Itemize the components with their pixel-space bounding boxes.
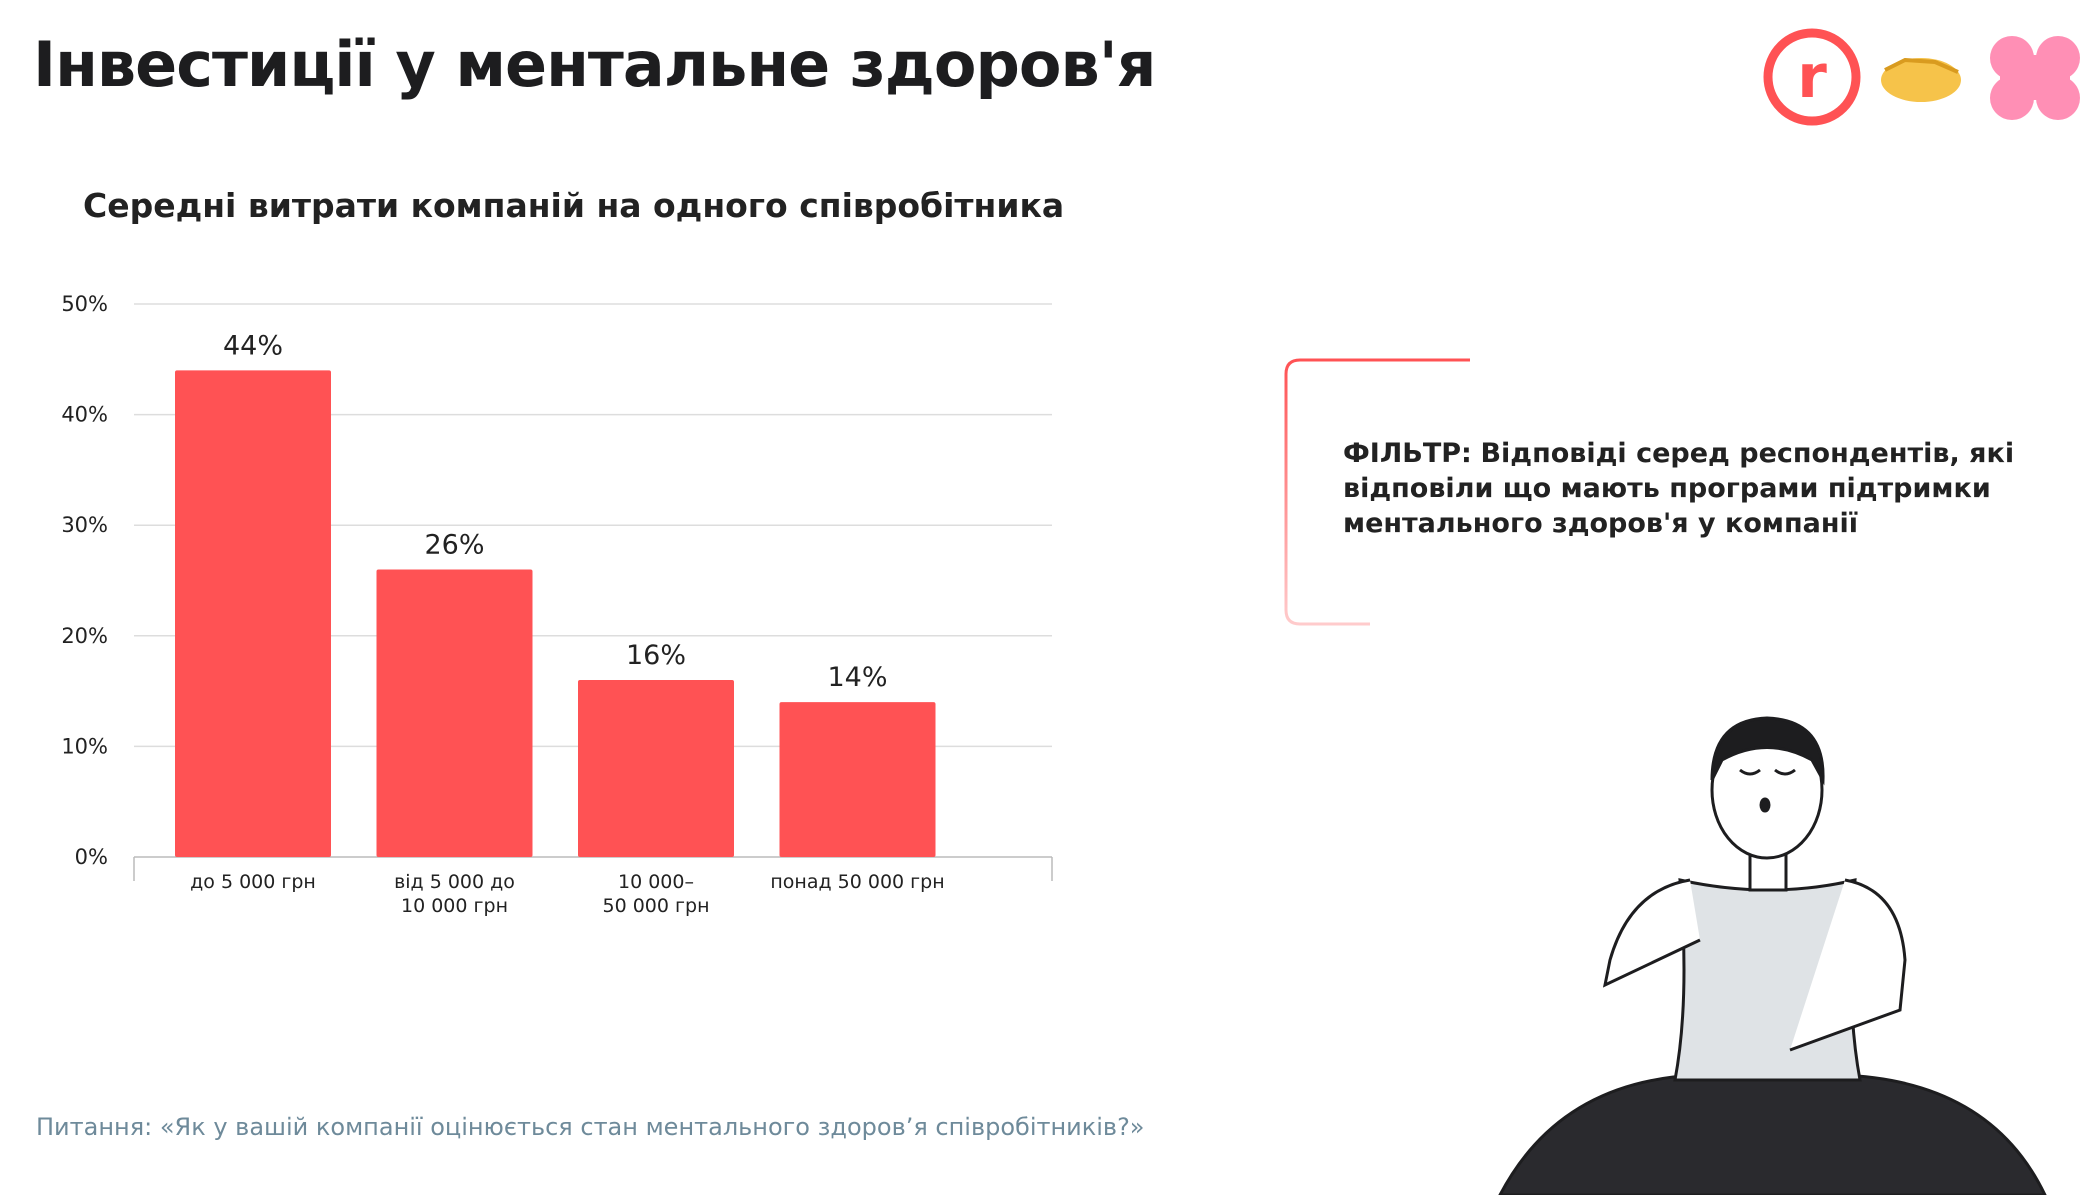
- bar: [175, 370, 331, 857]
- brain-icon: [1990, 36, 2080, 120]
- page-title: Інвестиції у ментальне здоров'я: [33, 28, 1156, 101]
- value-label: 26%: [424, 529, 484, 560]
- chart-title: Середні витрати компаній на одного співр…: [83, 186, 1065, 225]
- x-tick-label: до 5 000 грн: [190, 871, 316, 893]
- meditation-illustration: [1498, 716, 2047, 1195]
- x-tick-label: 10 000– 50 000 грн: [602, 871, 710, 917]
- y-tick-label: 0%: [75, 845, 108, 869]
- filter-label: ФІЛЬТР:: [1343, 438, 1472, 469]
- filter-note: ФІЛЬТР: Відповіді серед респондентів, як…: [1343, 436, 2088, 541]
- bar: [578, 680, 734, 857]
- y-tick-label: 10%: [61, 734, 108, 758]
- handshake-icon: [1881, 57, 1961, 102]
- x-tick-label: понад 50 000 грн: [770, 871, 945, 893]
- bar: [376, 569, 533, 857]
- bar: [779, 702, 936, 857]
- y-tick-label: 40%: [61, 403, 108, 427]
- y-tick-label: 20%: [61, 624, 108, 648]
- logo-r-letter: r: [1797, 42, 1827, 112]
- value-label: 44%: [223, 330, 283, 361]
- filter-text: Відповіді серед респондентів, які відпов…: [1343, 438, 2015, 539]
- logo-r: [1763, 28, 1861, 126]
- x-tick-label: від 5 000 до 10 000 грн: [394, 871, 515, 917]
- filter-frame: [1284, 358, 1470, 626]
- question-footer: Питання: «Як у вашій компанії оцінюється…: [36, 1113, 1145, 1141]
- value-label: 14%: [827, 662, 887, 693]
- value-label: 16%: [626, 640, 686, 671]
- y-tick-label: 50%: [61, 292, 108, 316]
- y-tick-label: 30%: [61, 513, 108, 537]
